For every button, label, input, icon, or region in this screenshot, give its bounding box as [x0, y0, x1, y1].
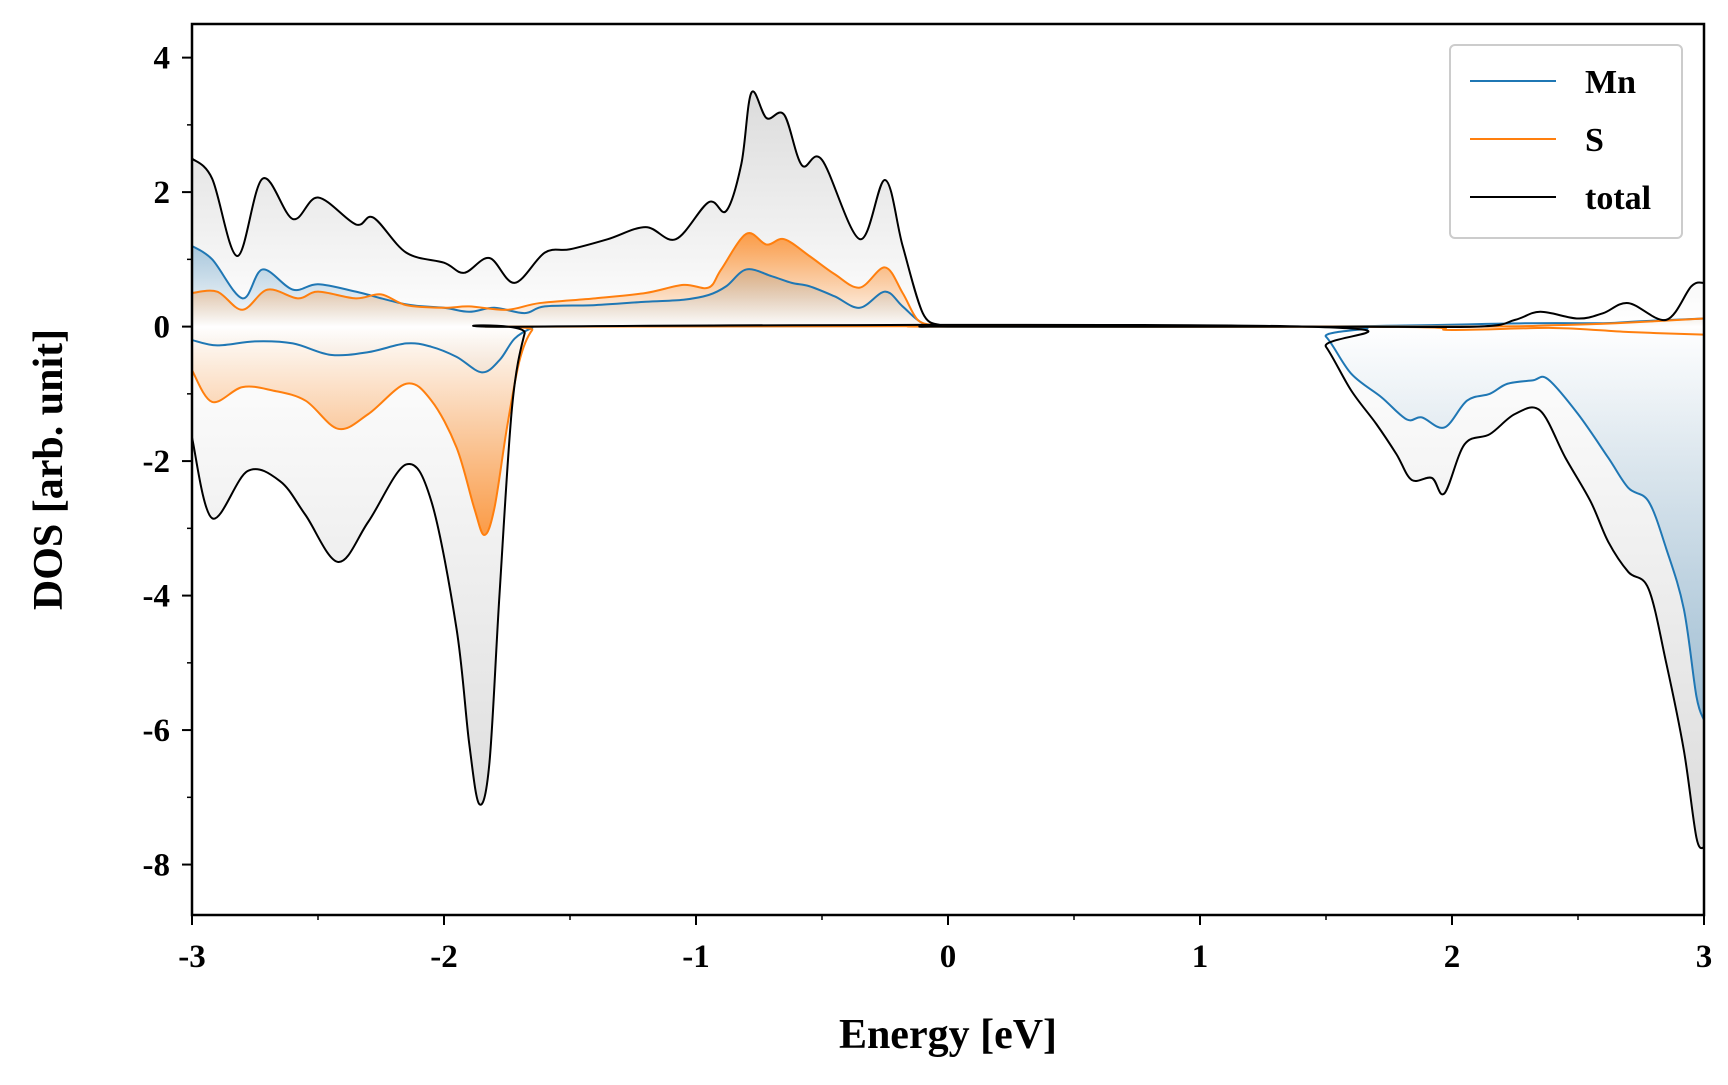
x-axis-label: Energy [eV]	[839, 1012, 1057, 1058]
legend-box	[1449, 44, 1683, 239]
x-tick-label: 1	[1192, 939, 1209, 975]
y-axis-label: DOS [arb. unit]	[26, 329, 72, 610]
fill-mn-down	[192, 325, 1704, 720]
x-tick-label: -2	[430, 939, 458, 975]
fill-s-down	[192, 326, 1704, 536]
x-tick-label: 3	[1696, 939, 1713, 975]
y-tick-label: 4	[154, 41, 171, 77]
line-total-up	[191, 90, 1705, 329]
y-tick-label: -2	[143, 444, 171, 480]
line-s-down	[191, 325, 1705, 537]
y-tick-label: 0	[154, 310, 171, 346]
legend-label-mn: Mn	[1585, 64, 1636, 101]
legend-label-s: S	[1585, 122, 1604, 159]
x-tick-label: -3	[178, 939, 206, 975]
y-tick-label: -8	[143, 848, 171, 884]
fill-s-up	[192, 233, 1704, 327]
lines-layer	[191, 90, 1705, 850]
x-tick-label: 0	[940, 939, 957, 975]
y-tick-label: 2	[154, 175, 171, 211]
x-tick-label: 2	[1444, 939, 1461, 975]
legend-label-total: total	[1585, 180, 1651, 217]
x-tick-label: -1	[682, 939, 710, 975]
line-total-down	[191, 323, 1705, 850]
fill-total-down	[192, 324, 1704, 849]
fill-total-up	[192, 91, 1704, 328]
fills-layer	[192, 91, 1704, 849]
y-tick-label: -6	[143, 713, 171, 749]
axes-layer: -3 -2 -1 0 1 2 3 4 2 0 -2 -4 -6 -8 Energy [eV] DOS [arb…	[26, 22, 1713, 1058]
line-mn-down	[191, 324, 1705, 721]
y-tick-label: -4	[143, 579, 171, 615]
